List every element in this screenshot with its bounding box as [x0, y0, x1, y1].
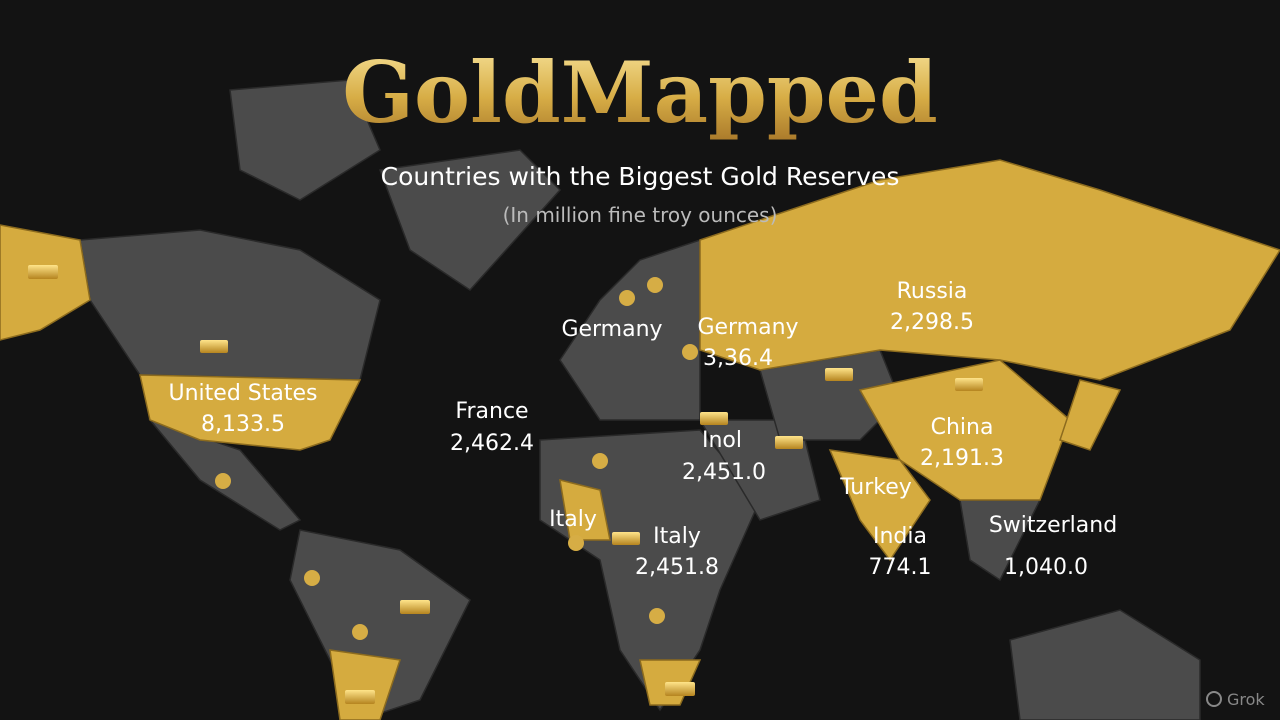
country-name: United States: [169, 381, 318, 406]
country-name: Italy: [549, 507, 597, 532]
country-value: 2,298.5: [890, 310, 974, 335]
country-name: China: [931, 415, 994, 440]
country-value: 774.1: [869, 555, 932, 580]
country-name: India: [873, 524, 927, 549]
continents: [0, 79, 1280, 720]
title: GoldMapped: [342, 43, 937, 142]
subtitle: Countries with the Biggest Gold Reserves: [381, 162, 900, 191]
country-name: Inol: [702, 428, 742, 453]
country-name: Russia: [897, 279, 968, 304]
country-name: Germany: [561, 317, 662, 342]
watermark-icon: [1206, 691, 1222, 707]
country-name: Italy: [653, 524, 701, 549]
gold-icons: [28, 265, 983, 704]
watermark: Grok: [1227, 690, 1265, 709]
country-value: 2,451.8: [635, 555, 719, 580]
country-name: Germany: [697, 315, 798, 340]
country-value: 1,040.0: [1004, 555, 1088, 580]
country-value: 2,191.3: [920, 446, 1004, 471]
unit-note: (In million fine troy ounces): [503, 203, 778, 227]
country-name: Turkey: [839, 475, 912, 500]
country-value: 2,462.4: [450, 431, 534, 456]
country-labels: United States 8,133.5 France 2,462.4 Ger…: [169, 279, 1118, 580]
country-name: France: [455, 399, 528, 424]
country-value: 8,133.5: [201, 412, 285, 437]
country-value: 3,36.4: [703, 346, 773, 371]
country-value: 2,451.0: [682, 460, 766, 485]
country-name: Switzerland: [989, 513, 1117, 538]
